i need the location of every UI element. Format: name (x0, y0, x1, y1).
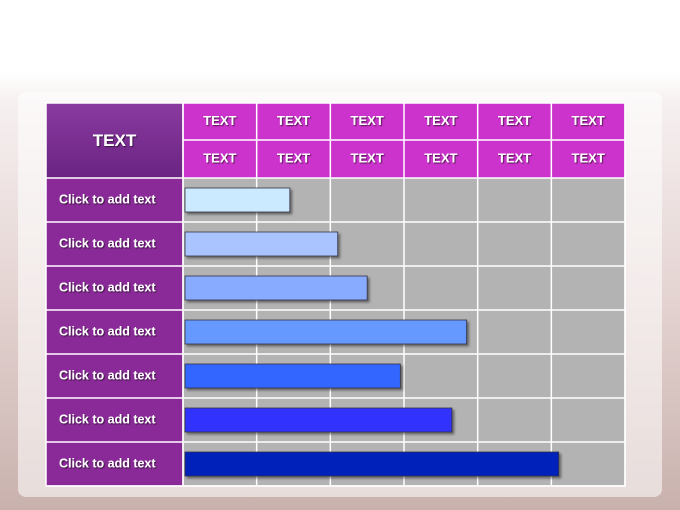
category-label: Click to add text (59, 236, 156, 250)
header-label: TEXT (572, 150, 605, 165)
bar (184, 187, 291, 213)
header-label: TEXT (203, 113, 236, 128)
category-label: Click to add text (59, 192, 156, 206)
bar (184, 231, 339, 257)
header-label: TEXT (498, 113, 531, 128)
table-border (45, 102, 626, 487)
category-label: Click to add text (59, 368, 156, 382)
category-column (46, 178, 183, 486)
bar (184, 363, 401, 389)
header-label: TEXT (203, 150, 236, 165)
bar (184, 275, 368, 301)
category-label: Click to add text (59, 456, 156, 470)
corner-cell (46, 103, 183, 178)
table: TEXT TEXT TEXT TEXT TEXT TEXT TEXT TEXT TEXT TEXT… (45, 102, 626, 487)
title-band (0, 0, 680, 62)
header-label: TEXT (424, 150, 457, 165)
bar (184, 407, 453, 433)
header-label: TEXT (572, 113, 605, 128)
category-label: Click to add text (59, 280, 156, 294)
header-label: TEXT (498, 150, 531, 165)
header-label: TEXT (351, 113, 384, 128)
header-label: TEXT (424, 113, 457, 128)
category-label: Click to add text (59, 412, 156, 426)
bar (184, 319, 468, 345)
corner-label: TEXT (93, 131, 137, 150)
header-label: TEXT (277, 150, 310, 165)
header-label: TEXT (351, 150, 384, 165)
bar (184, 451, 560, 477)
header-label: TEXT (277, 113, 310, 128)
category-label: Click to add text (59, 324, 156, 338)
